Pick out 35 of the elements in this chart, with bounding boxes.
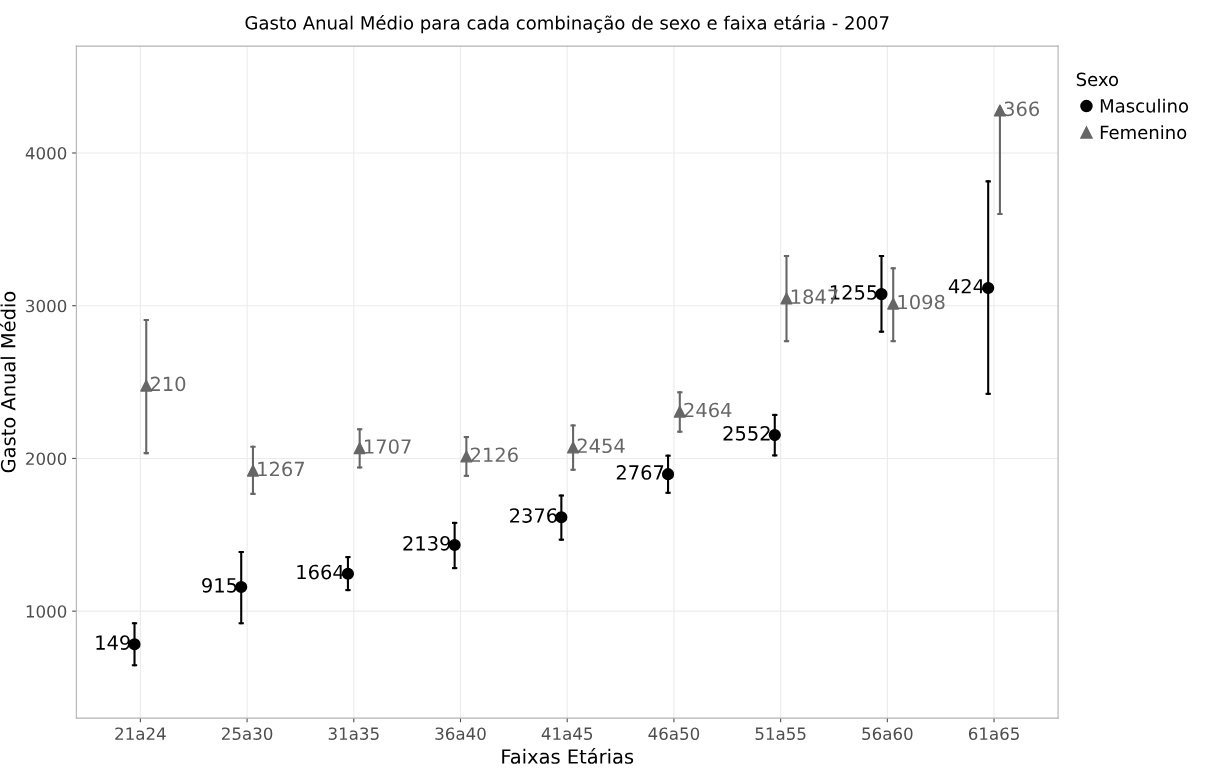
annotation: 1664: [297, 564, 344, 580]
annotation: 210: [150, 376, 186, 392]
x-tick-label: 36a40: [435, 727, 486, 741]
y-tick-label: 3000: [26, 299, 67, 313]
annotation: 2454: [577, 438, 625, 454]
annotation: 915: [202, 577, 237, 593]
annotation: 1098: [898, 294, 945, 310]
y-tick-label: 4000: [25, 146, 67, 160]
annotation: 2376: [510, 508, 557, 523]
chart-title: Gasto Anual Médio para cada combinação de sexo e faixa etária - 2007: [245, 14, 889, 34]
annotation: 149: [96, 635, 130, 650]
annotation: 2767: [616, 465, 664, 480]
annotation: 424: [948, 278, 984, 294]
annotation: 2552: [723, 426, 770, 441]
y-tick-label: 1000: [26, 605, 67, 618]
y-axis-title: Gasto Anual Médio: [0, 291, 16, 473]
annotation: 1707: [365, 439, 411, 454]
y-tick-label: 2000: [26, 452, 67, 466]
legend-label: Femenino: [1100, 125, 1187, 140]
legend-label: Masculino: [1100, 98, 1189, 113]
annotation: 2126: [471, 447, 518, 463]
annotation: 366: [1004, 101, 1040, 117]
x-tick-label: 41a45: [541, 727, 593, 741]
annotation: 1267: [258, 461, 304, 477]
annotation: 2464: [684, 402, 732, 418]
x-tick-label: 21a24: [115, 727, 166, 741]
x-tick-label: 31a35: [328, 727, 379, 741]
x-tick-label: 46a50: [648, 727, 700, 741]
x-tick-label: 56a60: [862, 727, 913, 741]
x-tick-label: 61a65: [968, 727, 1019, 741]
x-tick-label: 25a30: [222, 727, 273, 741]
annotation: 2139: [403, 535, 451, 551]
x-axis-title: Faixas Etárias: [502, 748, 634, 764]
x-tick-label: 51a55: [755, 727, 806, 741]
legend-title: Sexo: [1076, 72, 1119, 87]
